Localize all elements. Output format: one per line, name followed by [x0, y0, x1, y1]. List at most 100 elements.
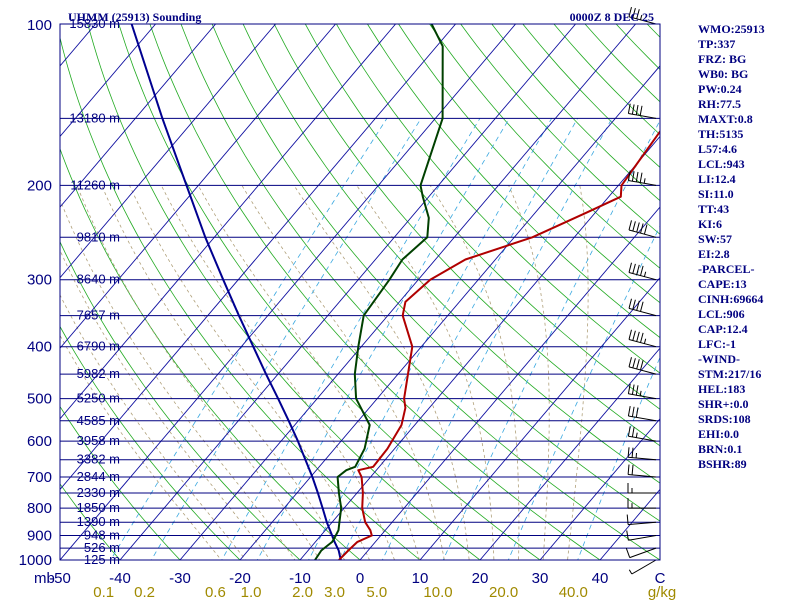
moist-adiabat-line [567, 185, 589, 560]
valid-time: 0000Z 8 DEC 25 [570, 10, 654, 24]
dry-adiabat-line [522, 24, 660, 168]
pressure-tick-label: 1000 [19, 552, 52, 569]
wind-barb [627, 483, 656, 494]
wind-barb-staff [628, 456, 657, 461]
index-row: CINH:69664 [698, 292, 764, 306]
moist-adiabat-line [60, 249, 271, 560]
wind-barb-feather [625, 548, 631, 558]
wind-barb-feather [627, 426, 631, 437]
isotherm-line [479, 347, 660, 560]
mixing-ratio-label: 0.2 [134, 584, 155, 600]
moist-adiabat-line [60, 294, 247, 560]
wind-barb-feather [632, 263, 636, 274]
mixing-ratio-label: 0.6 [205, 584, 226, 600]
index-row: BSHR:89 [698, 457, 747, 471]
dewpoint-trace [314, 24, 444, 560]
dry-adiabat-line [273, 24, 660, 447]
wind-barb-feather [636, 222, 640, 233]
wind-barb-feather [628, 220, 632, 231]
wind-barb-staff [628, 229, 657, 238]
isotherm-line [539, 418, 660, 560]
wind-barb-feather [627, 447, 630, 458]
wind-barb-feather [640, 223, 644, 234]
wind-barb-feather [632, 358, 636, 369]
index-row: RH:77.5 [698, 97, 741, 111]
wind-barb-feather [631, 447, 634, 458]
wind-barb [628, 6, 657, 25]
wind-barb-feather [627, 406, 631, 417]
wind-barb-feather [631, 171, 635, 182]
wind-barb-feather [631, 406, 635, 417]
pressure-tick-label: 600 [27, 433, 52, 450]
dry-adiabat-line [398, 24, 660, 304]
wind-barb [627, 447, 657, 461]
mixing-ratio-line [339, 118, 578, 560]
dry-adiabat-line [87, 24, 481, 560]
height-label: 2844 m [77, 469, 120, 484]
wind-barb-staff [628, 435, 657, 442]
wind-barb-feather [626, 530, 629, 541]
dry-adiabat-line [336, 24, 660, 374]
index-row: SW:57 [698, 232, 733, 246]
index-row: PW:0.24 [698, 82, 742, 96]
mixing-ratio-unit-label: g/kg [648, 584, 676, 600]
index-row: LCL:906 [698, 307, 745, 321]
moist-adiabat-line [429, 185, 520, 560]
index-row: SHR+:0.0 [698, 397, 749, 411]
isotherm-line [60, 24, 216, 208]
index-row: EHI:0.0 [698, 427, 740, 441]
height-label: 6790 m [77, 339, 120, 354]
isotherm-line [179, 24, 636, 560]
mixing-ratio-line [150, 118, 422, 560]
wind-barb [627, 170, 657, 186]
wind-barb-feather [636, 9, 640, 19]
wind-barb-feather [631, 384, 635, 395]
wind-barb-half-feather [643, 271, 647, 277]
mixing-ratio-label: 20.0 [489, 584, 518, 600]
wind-barb-staff [628, 180, 657, 186]
isotherm-line [60, 24, 396, 420]
wind-barb-half-feather [640, 14, 643, 21]
wind-barb [626, 530, 657, 541]
dry-adiabat-line [60, 405, 181, 560]
isotherm-line [359, 206, 660, 560]
wind-barb-feather [636, 359, 640, 370]
index-row: LCL:943 [698, 157, 745, 171]
mixing-ratio-label: 1.0 [241, 584, 262, 600]
mixing-ratio-label: 40.0 [559, 584, 588, 600]
isotherm-line [60, 24, 156, 138]
height-label: 5250 m [77, 391, 120, 406]
wind-barb [628, 357, 657, 375]
isotherm-line [299, 135, 660, 560]
height-label: 4585 m [77, 413, 120, 428]
wind-barb-feather [640, 265, 644, 276]
wind-barb-feather [643, 224, 648, 235]
wind-barb-staff [628, 113, 657, 119]
dry-adiabat-line [60, 36, 421, 560]
pressure-tick-label: 900 [27, 528, 52, 545]
wind-barb-staff [628, 393, 657, 400]
moist-adiabat-line [293, 185, 470, 560]
wind-barb-feather [626, 514, 629, 525]
temperature-tick-label: -20 [229, 570, 251, 587]
wind-barb-staff [628, 366, 657, 375]
moist-adiabat-line [129, 185, 370, 560]
wind-barb-feather [632, 7, 636, 18]
isotherm-line [419, 276, 660, 560]
index-row: SI:11.0 [698, 187, 734, 201]
temperature-tick-label: 10 [412, 570, 429, 587]
height-label: 948 m [84, 528, 120, 543]
wind-barb-feather [635, 407, 639, 418]
index-row: LFC:-1 [698, 337, 736, 351]
wind-barb-staff [631, 559, 657, 575]
isotherm-line [60, 24, 276, 279]
index-row: STM:217/16 [698, 367, 762, 381]
wind-barb-feather [632, 221, 636, 232]
mixing-ratio-line [442, 119, 660, 560]
wind-barb-half-feather [643, 178, 646, 184]
wind-barb-staff [628, 415, 657, 422]
index-row: BRN:0.1 [698, 442, 743, 456]
index-row: LI:12.4 [698, 172, 736, 186]
temperature-tick-label: 20 [472, 570, 489, 587]
